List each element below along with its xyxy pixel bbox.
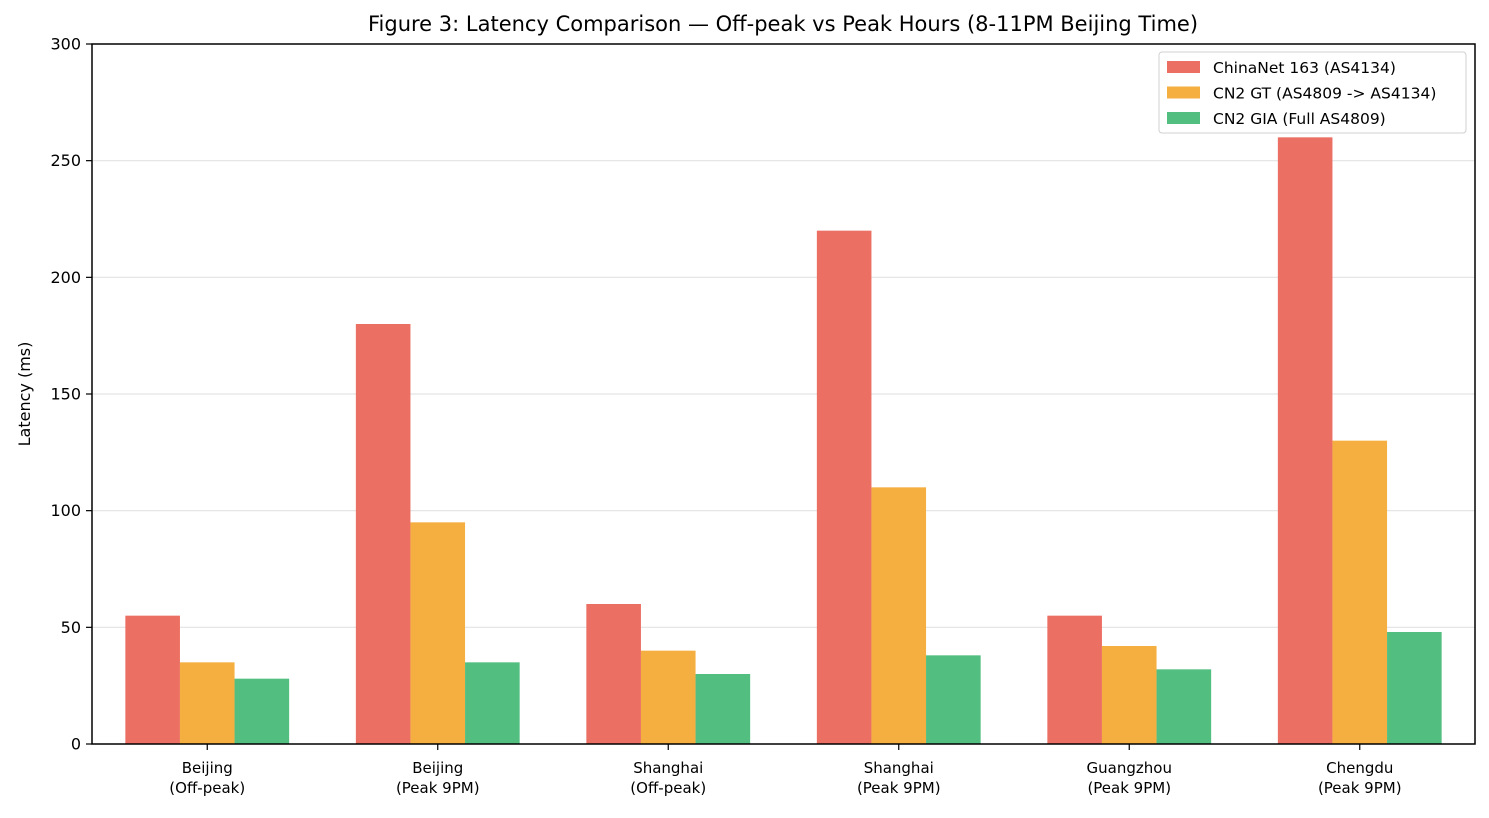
y-tick-label: 50 bbox=[61, 618, 81, 637]
legend-entry-label: CN2 GIA (Full AS4809) bbox=[1213, 110, 1386, 128]
chart-title: Figure 3: Latency Comparison — Off-peak … bbox=[368, 12, 1198, 36]
bar bbox=[179, 662, 235, 744]
y-tick-label: 0 bbox=[71, 735, 81, 754]
legend-box bbox=[1158, 51, 1467, 134]
bar bbox=[1277, 137, 1333, 745]
bar bbox=[816, 230, 872, 744]
y-tick-label: 300 bbox=[50, 35, 81, 54]
x-tick-label: Beijing (Off-peak) bbox=[169, 759, 245, 797]
x-tick-label: Beijing (Peak 9PM) bbox=[396, 759, 480, 797]
x-tick-label-line: Chengdu bbox=[1326, 759, 1393, 777]
legend-swatch bbox=[1167, 61, 1200, 73]
x-tick-label-line: (Peak 9PM) bbox=[857, 779, 941, 797]
bar bbox=[1047, 615, 1102, 744]
bar bbox=[1101, 646, 1157, 744]
x-tick-label: Guangzhou (Peak 9PM) bbox=[1087, 759, 1172, 797]
bar bbox=[125, 615, 180, 744]
bar bbox=[410, 522, 466, 744]
legend: ChinaNet 163 (AS4134) CN2 GT (AS4809 -> A… bbox=[1158, 51, 1467, 134]
bar bbox=[355, 324, 411, 744]
bar bbox=[1387, 632, 1442, 744]
x-tick-label: Chengdu (Peak 9PM) bbox=[1318, 759, 1402, 797]
bar bbox=[234, 678, 290, 744]
legend-entry-label: ChinaNet 163 (AS4134) bbox=[1213, 59, 1396, 77]
legend-entry-label: CN2 GT (AS4809 -> AS4134) bbox=[1213, 85, 1436, 103]
y-tick-label: 250 bbox=[50, 151, 81, 170]
x-tick-label-line: (Off-peak) bbox=[169, 779, 245, 797]
x-tick-label-line: (Peak 9PM) bbox=[1318, 779, 1402, 797]
x-tick-label-line: Shanghai bbox=[864, 759, 934, 777]
x-tick-label-line: (Peak 9PM) bbox=[1087, 779, 1171, 797]
x-tick-label-line: (Off-peak) bbox=[630, 779, 706, 797]
bars bbox=[125, 137, 1442, 745]
legend-swatch bbox=[1167, 86, 1200, 99]
x-tick-label: Shanghai (Peak 9PM) bbox=[857, 759, 941, 797]
y-tick-label: 200 bbox=[50, 268, 81, 287]
x-tick-label-line: (Peak 9PM) bbox=[396, 779, 480, 797]
y-tick-label: 150 bbox=[50, 385, 81, 404]
bar bbox=[465, 662, 520, 744]
x-tick-label-line: Beijing bbox=[182, 759, 233, 777]
bar bbox=[640, 650, 696, 744]
x-tick-label: Shanghai (Off-peak) bbox=[630, 759, 706, 797]
bar bbox=[1332, 440, 1388, 744]
gridlines bbox=[92, 160, 1475, 628]
bar bbox=[1156, 669, 1212, 744]
bar bbox=[695, 674, 751, 744]
bar bbox=[926, 655, 981, 744]
x-tick-label-line: Beijing bbox=[412, 759, 463, 777]
bar bbox=[586, 604, 641, 744]
y-axis-label: Latency (ms) bbox=[15, 342, 34, 447]
plot-frame bbox=[91, 43, 1476, 745]
bar bbox=[871, 487, 927, 744]
y-tick-label: 100 bbox=[50, 501, 81, 520]
legend-swatch bbox=[1167, 112, 1200, 124]
x-tick-label-line: Guangzhou bbox=[1087, 759, 1172, 777]
x-tick-label-line: Shanghai bbox=[633, 759, 703, 777]
